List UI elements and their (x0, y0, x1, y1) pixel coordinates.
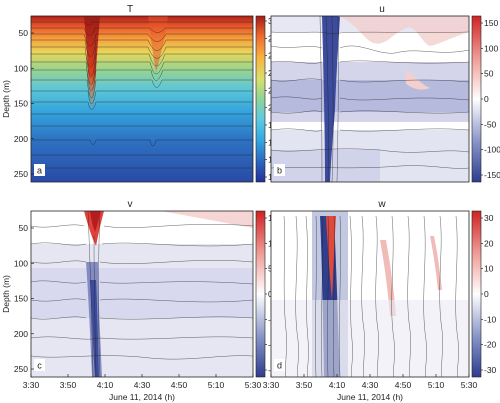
colorbar-tick-label: 0 (484, 94, 489, 104)
x-tick-label: 5:10 (428, 380, 445, 390)
colorbar-tick-label: -10 (484, 314, 497, 324)
x-tick-label: 3:30 (263, 380, 280, 390)
w-velocity-field (270, 211, 469, 377)
colorbar-tick-label: 150 (484, 18, 498, 28)
x-tick-label: 5:30 (461, 380, 478, 390)
y-tick-label: 150 (14, 99, 28, 109)
svg-text:b: b (277, 166, 282, 176)
panel-d-xlabel: June 11, 2014 (h) (337, 392, 403, 402)
panel-c-plot (30, 210, 254, 378)
panel-a-frame (30, 15, 254, 183)
panel-b-title: u (379, 4, 385, 15)
temperature-isotherms (31, 21, 253, 169)
x-tick-label: 5:10 (208, 380, 225, 390)
temperature-field (31, 16, 253, 182)
panel-a-letter: a (34, 164, 45, 176)
colorbar-tick-label: -150 (484, 170, 500, 180)
y-tick-label: 200 (14, 134, 28, 144)
y-tick-label: 100 (14, 258, 28, 268)
x-tick-label: 4:50 (171, 380, 188, 390)
x-tick-label: 4:50 (395, 380, 412, 390)
panel-a-y-ticks: 50 100 150 200 250 (14, 28, 34, 179)
u-velocity-field (271, 16, 469, 182)
panel-a-title: T (127, 4, 133, 15)
w-velocity-contours (283, 215, 459, 378)
panel-a-plot (30, 15, 254, 183)
panel-c-ylabel: Depth (m) (1, 275, 11, 313)
x-tick-label: 3:50 (296, 380, 313, 390)
svg-text:a: a (37, 166, 42, 176)
panel-b-frame (270, 15, 470, 183)
panel-d-plot (270, 210, 470, 378)
panel-b-letter: b (274, 164, 285, 176)
x-tick-label: 3:30 (23, 380, 40, 390)
colorbar-tick-label: -100 (484, 145, 500, 155)
panel-c: v (1, 199, 285, 402)
panel-c-xlabel: June 11, 2014 (h) (109, 392, 175, 402)
y-tick-label: 250 (14, 169, 28, 179)
y-tick-label: 100 (14, 63, 28, 73)
panel-a: T (1, 4, 278, 183)
v-velocity-contours (30, 210, 254, 378)
panel-c-y-ticks: 50 100 150 200 250 (14, 223, 34, 374)
panel-d-letter: d (274, 359, 285, 371)
panel-a-ylabel: Depth (m) (1, 80, 11, 118)
panel-c-x-ticks: 3:30 3:50 4:10 4:30 4:50 5:10 5:30 (23, 374, 262, 390)
colorbar-tick-label: 0 (268, 289, 273, 299)
y-tick-label: 50 (19, 28, 29, 38)
panel-d-x-ticks: 3:30 3:50 4:10 4:30 4:50 5:10 5:30 (263, 374, 478, 390)
y-tick-label: 200 (14, 329, 28, 339)
colorbar-tick-label: 30 (484, 213, 494, 223)
colorbar-tick-label: 50 (484, 69, 494, 79)
x-tick-label: 4:10 (329, 380, 346, 390)
panel-b-plot (270, 15, 470, 183)
colorbar-tick-label: 0 (484, 289, 489, 299)
svg-text:c: c (37, 361, 42, 371)
u-velocity-contours (270, 15, 470, 183)
colorbar-tick-label: -30 (484, 365, 497, 375)
colorbar-tick-label: 100 (484, 43, 498, 53)
colorbar-tick-label: 20 (484, 238, 494, 248)
x-tick-label: 5:30 (245, 380, 262, 390)
panel-d: w (263, 199, 497, 402)
panel-b-colorbar: 150 100 50 0 -50 -100 -150 (471, 15, 500, 183)
x-tick-label: 4:30 (362, 380, 379, 390)
v-velocity-field (31, 211, 253, 377)
colorbar-tick-label: -50 (484, 119, 497, 129)
panel-d-title: w (377, 199, 386, 210)
x-tick-label: 4:10 (97, 380, 114, 390)
y-tick-label: 150 (14, 294, 28, 304)
svg-text:d: d (277, 361, 282, 371)
y-tick-label: 50 (19, 223, 29, 233)
colorbar-tick-label: -20 (484, 340, 497, 350)
colorbar-tick-label: 10 (484, 264, 494, 274)
panel-c-title: v (128, 199, 133, 210)
panel-d-colorbar: 30 20 10 0 -10 -20 -30 (471, 210, 497, 378)
panel-b: u (270, 4, 500, 183)
y-tick-label: 250 (14, 364, 28, 374)
panel-c-letter: c (34, 359, 45, 371)
x-tick-label: 3:50 (60, 380, 77, 390)
x-tick-label: 4:30 (134, 380, 151, 390)
